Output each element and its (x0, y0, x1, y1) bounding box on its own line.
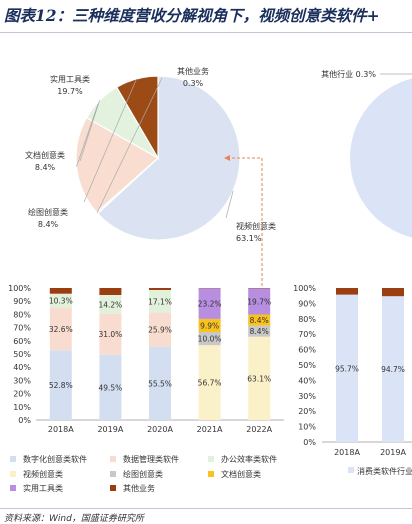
x-tick-label: 2019A (97, 425, 123, 434)
bar-data-label: 8.4% (250, 327, 269, 336)
legend-swatch (110, 471, 116, 477)
pie-value-label: 8.4% (38, 220, 59, 229)
legend-label: 文档创意类 (221, 469, 261, 479)
source-note: 资料来源：Wind，国盛证券研究所 (4, 511, 144, 524)
pie-label: 文档创意类 (25, 150, 65, 160)
bar-data-label: 10.3% (49, 297, 73, 306)
pie-label: 其他业务 (177, 66, 209, 76)
pie-chart-revenue-2022: 视频创意类 63.1% 其他业务 0.3% 实用工具类 19.7% 文档创意类 8.4% 绘图创… (25, 66, 276, 286)
legend-swatch (110, 485, 116, 491)
y-tick-label: 40% (13, 363, 31, 372)
y-tick-label: 80% (13, 310, 31, 319)
y-tick-label: 70% (13, 324, 31, 333)
legend-label: 视频创意类 (23, 469, 63, 479)
legend-label: 消费类软件行业 (357, 466, 412, 476)
legend-label: 绘图创意类 (123, 469, 163, 479)
bar-data-label: 17.1% (148, 297, 172, 306)
y-tick-label: 0% (18, 416, 31, 425)
bar-data-label: 25.9% (148, 326, 172, 335)
legend-label: 实用工具类 (23, 483, 63, 493)
bar-data-label: 49.5% (98, 383, 122, 392)
y-tick-label: 10% (13, 403, 31, 412)
bar-data-label: 19.7% (247, 298, 271, 307)
legend-label: 数字化创意类软件 (23, 454, 87, 464)
legend-label: 其他业务 (123, 483, 155, 493)
x-tick-label: 2018A (48, 425, 74, 434)
x-tick-label: 2022A (246, 425, 272, 434)
stacked-bar-chart-industry: 0% 10% 20% 30% 40% 50% 60% 70% 80% 90% 100% 95.7% 4.… (293, 284, 412, 457)
x-tick-label: 2019A (380, 448, 406, 457)
bar-data-label: 10.0% (198, 335, 222, 344)
legend-industry-chart: 消费类软件行业 (348, 466, 412, 476)
x-tick-label: 2020A (147, 425, 173, 434)
y-tick-label: 40% (298, 376, 316, 385)
bar-data-label: 23.2% (198, 300, 222, 309)
bar-segment (50, 288, 72, 294)
y-tick-label: 80% (298, 315, 316, 324)
pie-label: 实用工具类 (50, 74, 90, 84)
pie-chart-industry: 其他行业 0.3% (321, 69, 412, 240)
bar-data-label: 5.3% (383, 287, 402, 296)
y-tick-label: 50% (13, 350, 31, 359)
pie-value-label: 63.1% (236, 234, 262, 243)
legend-swatch (208, 456, 214, 462)
y-tick-label: 60% (298, 346, 316, 355)
bar-data-label: 94.7% (381, 365, 405, 374)
y-tick-label: 70% (298, 330, 316, 339)
y-tick-label: 60% (13, 337, 31, 346)
y-tick-label: 100% (293, 284, 316, 293)
bar-data-label: 4.3% (337, 287, 356, 296)
legend-swatch (10, 485, 16, 491)
pie-value-label: 19.7% (57, 87, 83, 96)
legend-swatch (10, 471, 16, 477)
bar-data-label: 55.5% (148, 379, 172, 388)
bar-data-label: 63.1% (247, 374, 271, 383)
y-tick-label: 90% (298, 299, 316, 308)
bar-data-label: 32.6% (49, 325, 73, 334)
bar-data-label: 14.2% (98, 300, 122, 309)
pie-label: 绘图创意类 (28, 207, 68, 217)
legend-swatch (348, 467, 354, 473)
bar-data-label: 56.7% (198, 379, 222, 388)
pie-label: 其他行业 0.3% (321, 69, 376, 79)
y-tick-label: 30% (298, 392, 316, 401)
legend-swatch (208, 471, 214, 477)
bar-data-label: 8.4% (250, 316, 269, 325)
pie-value-label: 0.3% (183, 79, 204, 88)
y-tick-label: 20% (13, 390, 31, 399)
bar-data-label: 52.8% (49, 381, 73, 390)
y-tick-label: 0% (303, 438, 316, 447)
pie-value-label: 8.4% (35, 163, 56, 172)
y-tick-label: 50% (298, 361, 316, 370)
source-divider (0, 508, 412, 509)
bar-data-label: 9.9% (200, 321, 219, 330)
x-tick-label: 2018A (334, 448, 360, 457)
pie-slice-consumer (350, 76, 412, 240)
y-tick-label: 90% (13, 297, 31, 306)
y-tick-label: 30% (13, 376, 31, 385)
stacked-bar-chart-revenue: 0% 10% 20% 30% 40% 50% 60% 70% 80% 90% 100% 52.8% 32… (8, 284, 284, 434)
pie-label: 视频创意类 (236, 221, 276, 231)
y-tick-label: 100% (8, 284, 31, 293)
legend-label: 办公效率类软件 (221, 454, 277, 464)
y-tick-label: 10% (298, 423, 316, 432)
x-tick-label: 2021A (197, 425, 223, 434)
legend-swatch (10, 456, 16, 462)
bar-segment (149, 288, 171, 290)
bar-data-label: 95.7% (335, 364, 359, 373)
bar-segment (99, 288, 121, 295)
legend-swatch (110, 456, 116, 462)
bar-data-label: 31.0% (98, 330, 122, 339)
legend-label: 数据管理类软件 (123, 454, 179, 464)
y-tick-label: 20% (298, 407, 316, 416)
